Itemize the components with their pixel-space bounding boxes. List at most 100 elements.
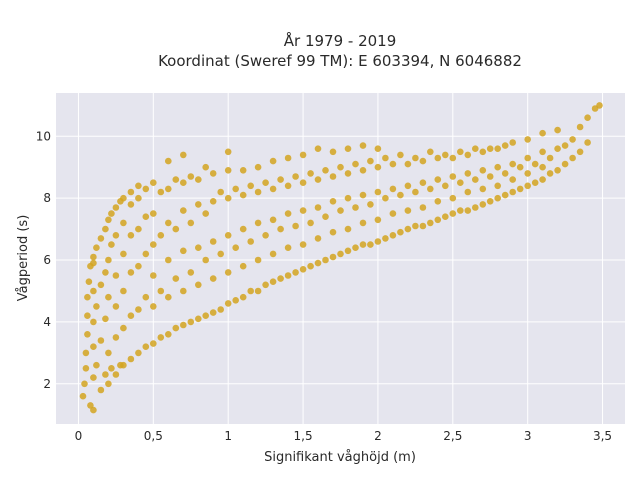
data-point (277, 275, 284, 282)
data-point (539, 129, 546, 137)
data-point (108, 241, 115, 248)
data-point (449, 173, 457, 180)
data-point (165, 331, 172, 338)
data-point (165, 219, 172, 227)
data-point (262, 232, 269, 239)
data-point (97, 235, 105, 242)
data-point (434, 198, 442, 205)
x-tick-label: 3,5 (593, 429, 612, 443)
data-point (404, 160, 412, 168)
data-point (105, 380, 112, 388)
data-point (120, 361, 127, 369)
grid-lines (56, 93, 625, 424)
data-point (449, 210, 457, 217)
data-point (524, 136, 531, 143)
data-point (81, 380, 88, 388)
data-point (397, 151, 404, 159)
data-point (277, 176, 284, 183)
data-point (239, 191, 247, 199)
data-point (284, 244, 292, 251)
data-point (209, 170, 217, 177)
data-point (135, 306, 142, 313)
data-point (150, 272, 157, 279)
data-point (569, 136, 576, 143)
data-point (90, 287, 97, 295)
data-point (202, 210, 209, 217)
data-point (367, 157, 374, 165)
data-point (180, 179, 187, 186)
data-point (85, 278, 93, 286)
data-point (112, 303, 120, 310)
data-point (112, 204, 120, 211)
data-point (172, 275, 180, 282)
data-point (596, 102, 603, 109)
data-point (464, 151, 472, 159)
data-point (224, 300, 232, 307)
data-point (202, 312, 209, 320)
y-tick-label: 4 (43, 315, 51, 329)
data-point (108, 210, 115, 217)
data-point (108, 365, 115, 372)
data-point (516, 163, 524, 171)
data-point (247, 287, 254, 295)
data-point (105, 256, 112, 264)
data-point (142, 343, 150, 351)
data-point (389, 210, 397, 217)
data-point (150, 340, 157, 347)
data-point (180, 247, 187, 255)
data-point (93, 244, 100, 251)
data-point (509, 188, 516, 196)
data-point (90, 374, 97, 381)
data-point (172, 324, 180, 332)
data-point (367, 241, 374, 248)
data-point (209, 198, 217, 205)
data-point (247, 238, 254, 245)
data-point (269, 157, 277, 165)
data-point (127, 201, 135, 208)
data-point (494, 163, 502, 171)
data-point (84, 293, 91, 301)
data-point (374, 216, 382, 224)
data-point (486, 198, 494, 205)
chart-subtitle: Koordinat (Sweref 99 TM): E 603394, N 60… (158, 52, 522, 70)
data-point (90, 259, 97, 267)
data-point (239, 262, 247, 270)
data-point (382, 194, 389, 202)
data-point (359, 142, 367, 149)
data-point (172, 225, 180, 233)
data-point (142, 213, 150, 220)
data-point (344, 225, 352, 233)
data-point (284, 272, 292, 279)
data-point (254, 188, 262, 196)
data-point (352, 244, 359, 251)
y-tick-label: 8 (43, 191, 51, 205)
data-point (165, 256, 172, 264)
data-point (404, 225, 412, 233)
data-point (501, 191, 509, 199)
data-point (352, 160, 359, 168)
data-point (367, 201, 374, 208)
data-point (419, 179, 427, 186)
data-point (479, 185, 487, 193)
data-point (202, 256, 209, 264)
data-point (79, 392, 87, 400)
data-point (269, 185, 277, 193)
data-point (501, 142, 509, 149)
data-point (486, 145, 494, 152)
data-point (142, 250, 150, 258)
data-point (344, 194, 352, 202)
data-point (127, 269, 135, 276)
x-tick-label: 2,5 (443, 429, 462, 443)
data-point (269, 278, 277, 286)
data-point (329, 198, 337, 205)
data-point (93, 361, 100, 369)
data-point (269, 216, 277, 224)
data-point (427, 219, 434, 227)
data-point (546, 154, 554, 162)
data-point (84, 312, 91, 320)
data-point (209, 309, 217, 316)
data-point (112, 334, 120, 341)
data-point (389, 185, 397, 193)
data-point (102, 269, 109, 276)
